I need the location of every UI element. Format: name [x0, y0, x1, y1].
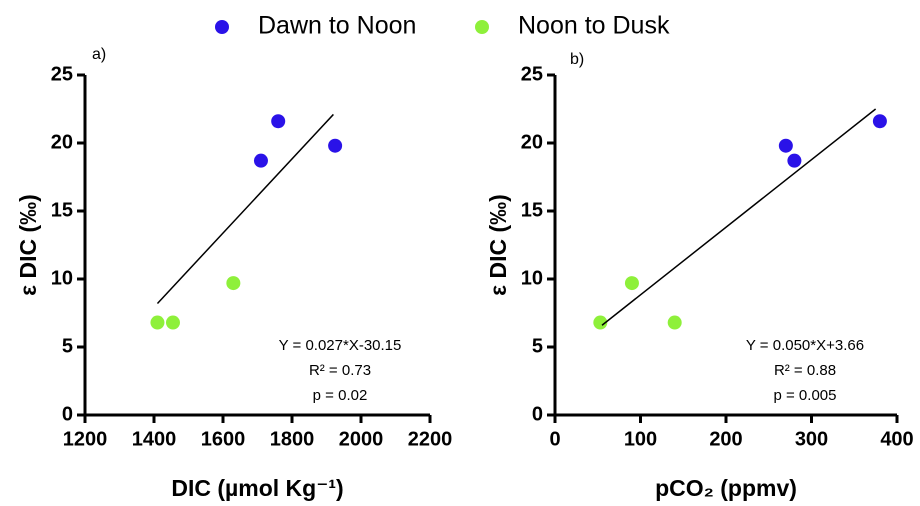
y-tick-label: 20: [521, 131, 543, 153]
x-tick-label: 100: [624, 428, 657, 450]
annotation: R² = 0.88: [774, 362, 836, 379]
point: [593, 315, 608, 330]
x-tick-label: 1800: [270, 428, 315, 450]
legend-label: Dawn to Noon: [258, 12, 416, 40]
legend-label: Noon to Dusk: [518, 12, 670, 40]
point: [165, 315, 180, 330]
x-tick-label: 1600: [201, 428, 246, 450]
x-tick-label: 200: [709, 428, 742, 450]
y-tick-label: 0: [62, 403, 73, 425]
point: [872, 114, 887, 129]
x-tick-label: 0: [549, 428, 560, 450]
point: [328, 138, 343, 153]
panel-label: a): [92, 46, 106, 63]
x-tick-label: 2200: [408, 428, 453, 450]
y-tick-label: 10: [521, 267, 543, 289]
y-tick-label: 10: [51, 267, 73, 289]
panel-label: b): [570, 51, 584, 68]
y-tick-label: 15: [51, 199, 73, 221]
fit-line: [601, 108, 877, 326]
point: [624, 276, 639, 291]
fit-line: [156, 113, 334, 304]
y-tick-label: 0: [532, 403, 543, 425]
y-tick-label: 20: [51, 131, 73, 153]
annotation: p = 0.005: [774, 387, 837, 404]
y-tick-label: 25: [51, 63, 73, 85]
x-tick-label: 400: [880, 428, 913, 450]
y-axis-label: ε DIC (‰): [15, 194, 41, 296]
legend-marker: [475, 20, 489, 34]
x-tick-label: 1200: [63, 428, 108, 450]
y-tick-label: 5: [532, 335, 543, 357]
point: [271, 114, 286, 129]
point: [787, 153, 802, 168]
point: [226, 276, 241, 291]
y-tick-label: 25: [521, 63, 543, 85]
x-tick-label: 300: [795, 428, 828, 450]
x-axis-label: DIC (µmol Kg⁻¹): [171, 475, 343, 501]
annotation: R² = 0.73: [309, 362, 371, 379]
point: [150, 315, 165, 330]
annotation: p = 0.02: [313, 387, 368, 404]
x-tick-label: 2000: [339, 428, 384, 450]
y-tick-label: 15: [521, 199, 543, 221]
annotation: Y = 0.050*X+3.66: [746, 337, 864, 354]
y-axis-label: ε DIC (‰): [485, 194, 511, 296]
annotation: Y = 0.027*X-30.15: [279, 337, 402, 354]
point: [778, 138, 793, 153]
legend-marker: [215, 20, 229, 34]
x-tick-label: 1400: [132, 428, 177, 450]
x-axis-label: pCO₂ (ppmv): [655, 475, 797, 501]
y-tick-label: 5: [62, 335, 73, 357]
point: [667, 315, 682, 330]
point: [253, 153, 268, 168]
